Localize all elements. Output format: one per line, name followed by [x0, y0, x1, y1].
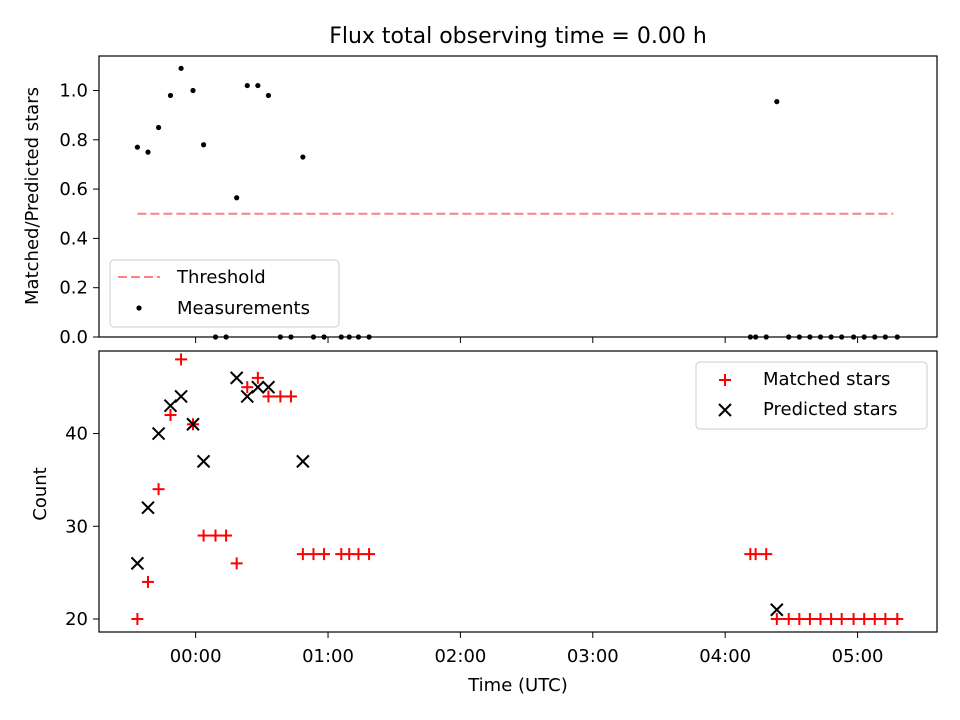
- legend-measurements-swatch: [136, 305, 142, 311]
- bottom-y-tick-label: 30: [65, 516, 88, 537]
- bottom-y-axis-label: Count: [30, 467, 51, 520]
- legend-predicted-swatch: [718, 403, 732, 417]
- measurement-point: [774, 99, 780, 105]
- matched-star-point: [847, 613, 860, 626]
- matched-star-point: [891, 613, 904, 626]
- matched-star-point: [296, 548, 309, 561]
- bottom-y-tick-label: 40: [65, 424, 88, 445]
- matched-star-point: [131, 613, 144, 626]
- predicted-star-point: [296, 454, 310, 469]
- matched-star-point: [868, 613, 881, 626]
- matched-star-point: [175, 353, 188, 366]
- matched-star-point: [363, 548, 376, 561]
- bottom-axis-ticks: 00:00 01:00 02:00 03:00 04:00 05:00 20 30 40: [65, 424, 883, 667]
- top-y-tick-label: 1.0: [59, 81, 88, 102]
- matched-star-point: [141, 575, 154, 588]
- matched-star-point: [197, 529, 210, 542]
- predicted-star-point: [196, 454, 211, 469]
- matched-star-point: [793, 613, 806, 626]
- measurement-point: [200, 142, 207, 148]
- matched-star-point: [318, 548, 331, 561]
- matched-star-point: [352, 548, 365, 561]
- matched-star-point: [209, 529, 222, 542]
- matched-star-point: [825, 613, 838, 626]
- measurement-point: [234, 195, 240, 201]
- top-y-tick-label: 0.0: [59, 327, 88, 348]
- x-tick-label: 00:00: [170, 646, 222, 667]
- matched-star-point: [858, 613, 871, 626]
- bottom-plot-marks: [130, 353, 904, 626]
- legend-measurements-label: Measurements: [177, 298, 310, 319]
- top-axis-ticks: 0.0 0.2 0.4 0.6 0.8 1.0: [59, 81, 859, 348]
- matched-star-point: [803, 613, 816, 626]
- bottom-legend: Matched stars Predicted stars: [695, 361, 928, 430]
- measurement-point: [167, 92, 174, 99]
- matched-star-point: [230, 557, 243, 570]
- x-tick-label: 02:00: [434, 646, 486, 667]
- x-tick-label: 04:00: [699, 646, 751, 667]
- matched-star-point: [262, 390, 275, 403]
- x-tick-label: 03:00: [567, 646, 619, 667]
- top-legend: Threshold Measurements: [109, 259, 340, 328]
- top-y-tick-label: 0.4: [59, 228, 88, 249]
- matched-star-point: [284, 390, 297, 403]
- x-tick-label: 01:00: [302, 646, 354, 667]
- top-y-axis-label: Matched/Predicted stars: [22, 87, 43, 305]
- bottom-panel: 00:00 01:00 02:00 03:00 04:00 05:00 20 30 40 Cou…: [30, 350, 938, 696]
- top-axes-frame: [98, 55, 938, 338]
- matched-star-point: [307, 548, 320, 561]
- measurement-point: [134, 144, 140, 150]
- predicted-star-point: [186, 417, 200, 431]
- matched-star-point: [164, 408, 177, 421]
- predicted-star-point: [261, 380, 276, 394]
- bottom-axes-frame: [98, 350, 938, 633]
- top-legend-box: [109, 259, 340, 328]
- measurement-point: [255, 82, 261, 89]
- legend-matched-label: Matched stars: [763, 369, 890, 390]
- matched-star-point: [274, 390, 287, 403]
- measurement-point: [155, 124, 162, 131]
- measurement-point: [145, 149, 151, 155]
- matched-star-point: [152, 483, 165, 496]
- legend-threshold-label: Threshold: [176, 267, 266, 288]
- predicted-star-point: [174, 389, 188, 404]
- bottom-y-tick-label: 20: [65, 609, 88, 630]
- top-y-tick-label: 0.2: [59, 278, 88, 299]
- top-panel: 0.0 0.2 0.4 0.6 0.8 1.0 Matched/Predicted sta…: [22, 55, 938, 348]
- matched-star-point: [220, 529, 233, 542]
- x-tick-label: 05:00: [832, 646, 884, 667]
- top-y-tick-label: 0.6: [59, 179, 88, 200]
- x-axis-label: Time (UTC): [467, 675, 568, 696]
- predicted-star-point: [141, 501, 155, 515]
- predicted-star-point: [770, 603, 784, 617]
- matched-star-point: [241, 381, 254, 394]
- chart-title: Flux total observing time = 0.00 h: [329, 24, 707, 49]
- matched-star-point: [879, 613, 892, 626]
- matched-star-point: [835, 613, 848, 626]
- measurement-point: [190, 87, 196, 94]
- predicted-star-point: [229, 371, 244, 385]
- predicted-star-point: [130, 556, 145, 571]
- legend-matched-swatch: [719, 374, 731, 386]
- measurement-point: [244, 82, 250, 89]
- matched-star-point: [760, 548, 773, 561]
- measurement-point: [300, 154, 306, 160]
- legend-predicted-label: Predicted stars: [763, 399, 897, 420]
- bottom-legend-box: [695, 361, 928, 430]
- matched-star-point: [770, 613, 783, 626]
- matched-star-point: [814, 613, 827, 626]
- top-y-tick-label: 0.8: [59, 130, 88, 151]
- matched-star-point: [749, 548, 762, 561]
- predicted-star-point: [251, 380, 265, 394]
- measurement-point: [178, 65, 184, 71]
- measurement-point: [265, 92, 272, 99]
- matched-star-point: [782, 613, 795, 626]
- predicted-star-point: [151, 426, 166, 441]
- matched-star-point: [251, 371, 264, 384]
